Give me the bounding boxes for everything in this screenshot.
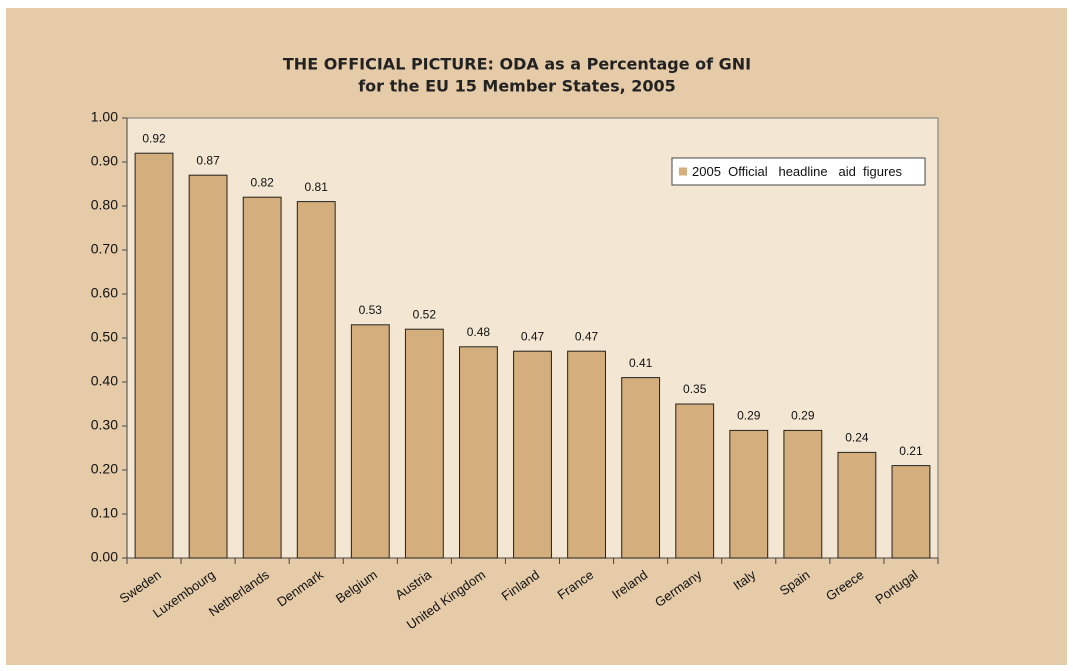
data-label: 0.87	[196, 153, 220, 167]
data-label: 0.29	[737, 409, 761, 423]
legend-label: 2005 Official headline aid figures	[692, 164, 903, 179]
y-tick-label: 0.00	[91, 549, 118, 565]
bar	[891, 465, 931, 559]
bar	[188, 174, 228, 559]
y-tick-label: 0.40	[91, 373, 118, 389]
data-label: 0.53	[359, 303, 383, 317]
bar	[837, 451, 877, 559]
chart-title: for the EU 15 Member States, 2005	[358, 77, 676, 96]
y-tick-label: 0.30	[91, 417, 118, 433]
y-tick-label: 0.10	[91, 505, 118, 521]
data-label: 0.41	[629, 356, 653, 370]
y-tick-label: 0.80	[91, 197, 118, 213]
data-label: 0.29	[791, 409, 815, 423]
bar	[729, 429, 769, 559]
data-label: 0.52	[413, 307, 437, 321]
bar	[242, 196, 282, 559]
bar	[621, 377, 661, 559]
bar	[783, 429, 823, 559]
bar	[134, 152, 174, 559]
data-label: 0.35	[683, 382, 707, 396]
data-label: 0.48	[467, 325, 491, 339]
y-tick-label: 0.90	[91, 153, 118, 169]
bar	[567, 350, 606, 559]
bar	[675, 403, 715, 559]
legend-swatch	[679, 167, 687, 176]
y-tick-label: 0.20	[91, 461, 118, 477]
data-label: 0.47	[521, 329, 545, 343]
y-tick-label: 0.50	[91, 329, 118, 345]
data-label: 0.24	[845, 431, 869, 445]
bar	[513, 350, 552, 559]
bar	[459, 346, 498, 559]
bar	[296, 201, 336, 559]
bar	[350, 324, 390, 559]
y-tick-label: 0.60	[91, 285, 118, 301]
data-label: 0.21	[899, 444, 923, 458]
y-tick-label: 1.00	[91, 109, 118, 125]
data-label: 0.82	[250, 175, 274, 189]
data-label: 0.81	[305, 180, 329, 194]
chart-title: THE OFFICIAL PICTURE: ODA as a Percentag…	[283, 55, 751, 74]
y-tick-label: 0.70	[91, 241, 118, 257]
data-label: 0.47	[575, 329, 599, 343]
bar	[404, 328, 444, 559]
legend-box	[671, 157, 926, 186]
data-label: 0.92	[142, 131, 166, 145]
